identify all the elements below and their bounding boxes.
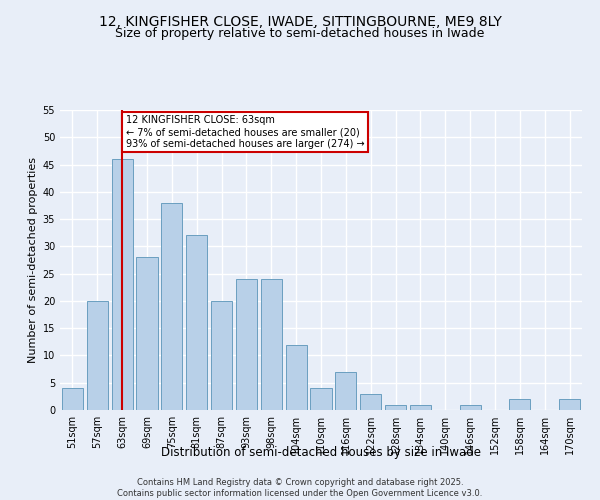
Bar (211, 301, 232, 410)
Text: Contains HM Land Registry data © Crown copyright and database right 2025.
Contai: Contains HM Land Registry data © Crown c… (118, 478, 482, 498)
Bar (136, 258, 158, 410)
Text: 12, KINGFISHER CLOSE, IWADE, SITTINGBOURNE, ME9 8LY: 12, KINGFISHER CLOSE, IWADE, SITTINGBOUR… (98, 15, 502, 29)
Bar (261, 279, 282, 410)
Bar (310, 388, 332, 410)
Bar (410, 404, 431, 410)
Bar (460, 404, 481, 410)
Bar (360, 394, 381, 410)
Y-axis label: Number of semi-detached properties: Number of semi-detached properties (28, 157, 38, 363)
Bar (186, 236, 207, 410)
Text: Distribution of semi-detached houses by size in Iwade: Distribution of semi-detached houses by … (161, 446, 481, 459)
Text: 12 KINGFISHER CLOSE: 63sqm
← 7% of semi-detached houses are smaller (20)
93% of : 12 KINGFISHER CLOSE: 63sqm ← 7% of semi-… (126, 116, 364, 148)
Bar (112, 159, 133, 410)
Bar (87, 301, 108, 410)
Bar (509, 399, 530, 410)
Bar (385, 404, 406, 410)
Bar (161, 202, 182, 410)
Bar (286, 344, 307, 410)
Bar (236, 279, 257, 410)
Text: Size of property relative to semi-detached houses in Iwade: Size of property relative to semi-detach… (115, 28, 485, 40)
Bar (559, 399, 580, 410)
Bar (62, 388, 83, 410)
Bar (335, 372, 356, 410)
